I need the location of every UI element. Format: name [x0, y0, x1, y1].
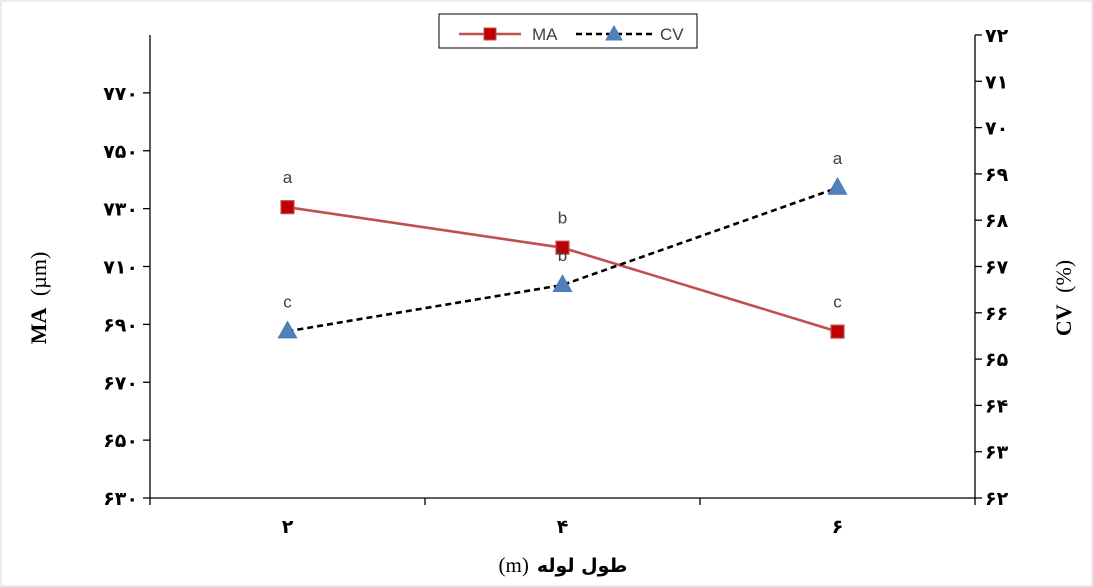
axes: ۶۳۰۶۵۰۶۷۰۶۹۰۷۱۰۷۳۰۷۵۰۷۷۰۶۲۶۳۶۴۶۵۶۶۶۷۶۸۶۹…: [103, 25, 1008, 538]
x-tick-label: ۲: [282, 516, 294, 538]
x-title-main: طول لوله: [537, 555, 628, 577]
y-right-axis-title: CV (%): [1051, 260, 1076, 336]
legend-box: [438, 13, 698, 49]
y-right-title-main: CV: [1051, 304, 1076, 336]
x-tick-label: ۶: [832, 516, 844, 538]
y-left-tick-label: ۶۵۰: [103, 430, 138, 452]
y-right-tick-label: ۶۹: [985, 164, 1009, 186]
y-left-axis-title: MA (µm): [26, 252, 51, 345]
marker-ma: [830, 324, 845, 339]
y-left-tick-label: ۶۳۰: [103, 488, 138, 510]
y-right-title-unit: (%): [1051, 260, 1076, 293]
point-label-cv: b: [558, 246, 567, 265]
point-label-ma: b: [558, 209, 567, 228]
x-title-unit: (m): [499, 553, 529, 577]
y-left-tick-label: ۷۳۰: [103, 199, 138, 221]
legend-ma-marker: [483, 27, 497, 41]
y-right-tick-label: ۶۳: [985, 442, 1009, 464]
series-line-cv: [287, 186, 838, 333]
y-left-title-unit: (µm): [26, 252, 51, 296]
y-right-tick-label: ۶۲: [985, 488, 1009, 510]
point-label-cv: c: [283, 292, 292, 311]
y-right-tick-label: ۶۸: [985, 210, 1009, 232]
y-left-tick-label: ۷۷۰: [103, 83, 138, 105]
y-left-tick-label: ۷۵۰: [103, 141, 138, 163]
y-left-title-main: MA: [26, 308, 51, 345]
x-tick-label: ۴: [557, 516, 569, 538]
marker-ma: [555, 240, 570, 255]
y-right-tick-label: ۷۱: [985, 71, 1008, 93]
marker-cv: [277, 320, 298, 339]
marker-cv: [552, 274, 573, 293]
legend-ma-label: MA: [532, 25, 558, 44]
x-axis-title: (m) طول لوله: [499, 553, 628, 577]
series-markers: [277, 176, 848, 339]
y-left-tick-label: ۷۱۰: [103, 257, 138, 279]
y-right-tick-label: ۶۴: [985, 395, 1008, 417]
legend-cv-marker: [605, 24, 623, 41]
legend-cv-label: CV: [660, 25, 684, 44]
marker-ma: [280, 200, 295, 215]
y-right-tick-label: ۶۷: [985, 257, 1009, 279]
marker-cv: [827, 176, 848, 195]
y-left-tick-label: ۶۹۰: [103, 314, 138, 336]
y-right-tick-label: ۷۲: [985, 25, 1009, 47]
point-labels: a b c c b a: [283, 149, 843, 312]
y-left-tick-label: ۶۷۰: [103, 372, 138, 394]
y-right-tick-label: ۶۵: [985, 349, 1009, 371]
point-label-cv: a: [833, 149, 843, 168]
point-label-ma: a: [283, 168, 293, 187]
point-label-ma: c: [833, 293, 842, 312]
y-right-tick-label: ۷۰: [985, 118, 1008, 140]
legend: MA CV: [438, 13, 698, 49]
y-right-tick-label: ۶۶: [985, 303, 1008, 325]
